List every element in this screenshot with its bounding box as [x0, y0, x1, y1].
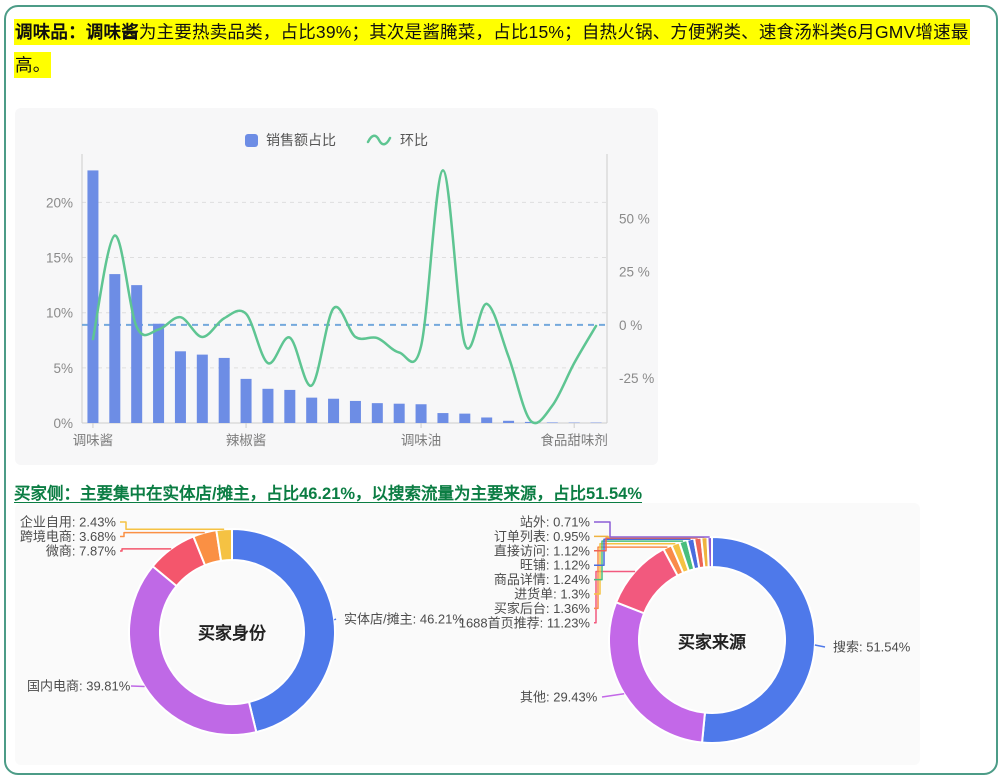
summary-body-text: 为主要热卖品类，占比39%；其次是酱腌菜，占比15%；自热火锅、方便粥类、速食汤… — [15, 22, 969, 75]
buyer-identity-title: 买家身份 — [198, 624, 266, 643]
buyer-source-title: 买家来源 — [678, 633, 746, 652]
line-path[interactable] — [91, 169, 598, 425]
legend-label-sales-share: 销售额占比 — [266, 132, 336, 148]
bar[interactable] — [437, 413, 449, 423]
right-axis-tick-label: 0 % — [619, 318, 642, 333]
bar[interactable] — [262, 388, 274, 423]
pie-slice[interactable] — [608, 601, 706, 744]
pie-label-connector — [594, 538, 691, 566]
bar[interactable] — [349, 400, 361, 423]
bar[interactable] — [174, 351, 186, 423]
highlight-span: 调味品：调味酱为主要热卖品类，占比39%；其次是酱腌菜，占比15%；自热火锅、方… — [14, 19, 970, 78]
bar[interactable] — [328, 398, 340, 423]
bar[interactable] — [153, 323, 165, 423]
pie-label-connector — [120, 531, 205, 538]
pie-label-connector — [130, 685, 145, 688]
pie-label-connector — [333, 618, 337, 621]
bar[interactable] — [546, 422, 558, 423]
buyer-source-donut[interactable]: 搜索: 51.54% 其他: 29.43% 1688首页推荐: 11.23%买家后台… — [440, 505, 1002, 781]
pie-label: 订单列表: 0.95% — [494, 529, 591, 544]
bar[interactable] — [459, 413, 471, 423]
pie-slice[interactable] — [128, 565, 258, 736]
bar[interactable] — [87, 170, 99, 423]
x-axis-tick-label: 食品甜味剂 — [540, 432, 608, 448]
bar[interactable] — [131, 285, 143, 423]
pie-label: 买家后台: 1.36% — [494, 601, 591, 616]
legend-item-sales-share[interactable]: 销售额占比 — [245, 130, 336, 150]
pie-label: 微商: 7.87% — [46, 544, 117, 559]
pie-slice[interactable] — [701, 536, 816, 744]
right-axis-tick-label: 25 % — [619, 265, 650, 280]
buyer-headline: 买家侧：主要集中在实体店/摊主，占比46.21%，以搜索流量为主要来源，占比51… — [14, 485, 643, 503]
x-axis-tick-label: 调味酱 — [73, 433, 114, 448]
chart-legend: 销售额占比 环比 — [15, 130, 658, 150]
pie-label: 实体店/摊主: 46.21% — [344, 612, 464, 627]
pie-label: 1688首页推荐: 11.23% — [459, 615, 591, 630]
pie-slice[interactable] — [231, 528, 336, 734]
pie-label: 商品详情: 1.24% — [494, 572, 591, 587]
buyer-identity-donut[interactable]: 实体店/摊主: 46.21% 国内电商: 39.81% 微商: 7.87%跨境电商:… — [15, 505, 485, 781]
pie-label: 进货单: 1.3% — [514, 587, 590, 602]
left-axis-tick-label: 15% — [46, 251, 73, 266]
right-axis-tick-label: 50 % — [619, 211, 650, 226]
pie-label-connector — [120, 548, 172, 552]
pie-label: 企业自用: 2.43% — [20, 515, 117, 530]
bar-swatch-icon — [245, 133, 258, 147]
pie-label-connector — [594, 540, 684, 581]
bar[interactable] — [306, 397, 318, 423]
left-axis-tick-label: 5% — [53, 361, 73, 376]
pie-label: 跨境电商: 3.68% — [20, 529, 117, 544]
pie-label: 站外: 0.71% — [520, 515, 591, 530]
legend-item-mom[interactable]: 环比 — [366, 130, 428, 150]
combo-chart-panel: 0% 5% 10% 15% 20% 50 % 25 % 0 % -25 % 调味酱 辣椒酱 调味油 食品… — [15, 108, 658, 465]
pie-label: 搜索: 51.54% — [833, 640, 911, 655]
bar[interactable] — [415, 404, 427, 423]
bar[interactable] — [196, 354, 208, 423]
bar[interactable] — [524, 421, 536, 423]
left-axis-tick-label: 10% — [46, 306, 73, 321]
right-axis-tick-label: -25 % — [619, 371, 654, 386]
summary-bold-text: 调味品：调味酱 — [15, 22, 139, 42]
bar[interactable] — [218, 357, 230, 423]
pie-label: 国内电商: 39.81% — [27, 679, 131, 694]
pie-label: 其他: 29.43% — [520, 690, 598, 705]
pie-label-connector — [594, 521, 710, 538]
pie-label-connector — [594, 546, 668, 610]
bar[interactable] — [240, 378, 252, 423]
legend-label-mom: 环比 — [400, 132, 428, 148]
pie-slice[interactable] — [706, 536, 713, 569]
summary-headline: 调味品：调味酱为主要热卖品类，占比39%；其次是酱腌菜，占比15%；自热火锅、方… — [14, 16, 990, 82]
left-axis-tick-label: 20% — [46, 195, 73, 210]
left-axis-tick-label: 0% — [53, 416, 73, 431]
line-squiggle-icon — [366, 134, 392, 146]
pie-label-connector — [594, 542, 676, 595]
bar[interactable] — [503, 420, 515, 423]
pie-label: 旺铺: 1.12% — [520, 558, 591, 573]
x-axis-tick-label: 调味油 — [401, 433, 442, 448]
pie-label-connector — [601, 693, 625, 698]
bar[interactable] — [284, 389, 296, 423]
x-axis-tick-label: 辣椒酱 — [226, 433, 267, 448]
pie-label-connector — [594, 570, 636, 624]
bar[interactable] — [481, 417, 493, 423]
bar[interactable] — [371, 403, 383, 423]
bar[interactable] — [109, 274, 121, 423]
bar[interactable] — [393, 403, 405, 423]
pie-label: 直接访问: 1.12% — [494, 543, 591, 558]
pie-label-connector — [120, 521, 225, 531]
combo-chart[interactable]: 0% 5% 10% 15% 20% 50 % 25 % 0 % -25 % 调味酱 辣椒酱 调味油 食品… — [15, 108, 658, 465]
pie-label-connector — [814, 644, 826, 648]
